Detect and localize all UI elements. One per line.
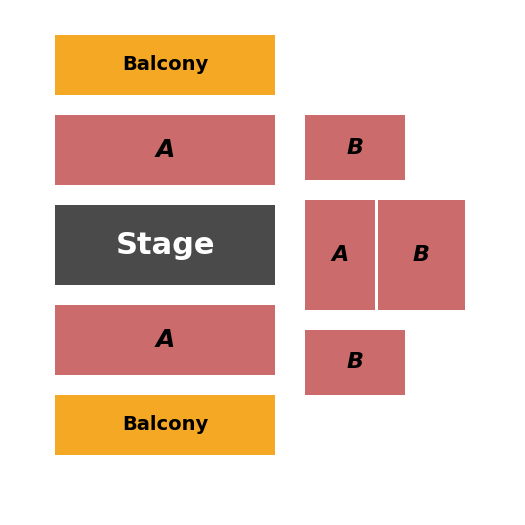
Text: Balcony: Balcony <box>122 415 208 435</box>
Text: B: B <box>346 352 363 373</box>
Bar <box>305 200 375 310</box>
Bar <box>55 115 275 185</box>
Bar <box>305 115 405 180</box>
Text: A: A <box>331 245 349 265</box>
Bar <box>55 205 275 285</box>
Bar <box>305 330 405 395</box>
Bar <box>55 35 275 95</box>
Text: B: B <box>413 245 430 265</box>
Text: Balcony: Balcony <box>122 56 208 75</box>
Bar <box>378 200 465 310</box>
Text: B: B <box>346 138 363 158</box>
Text: Stage: Stage <box>116 230 215 259</box>
Text: A: A <box>155 328 175 352</box>
Text: A: A <box>155 138 175 162</box>
Bar <box>55 305 275 375</box>
Bar <box>55 395 275 455</box>
